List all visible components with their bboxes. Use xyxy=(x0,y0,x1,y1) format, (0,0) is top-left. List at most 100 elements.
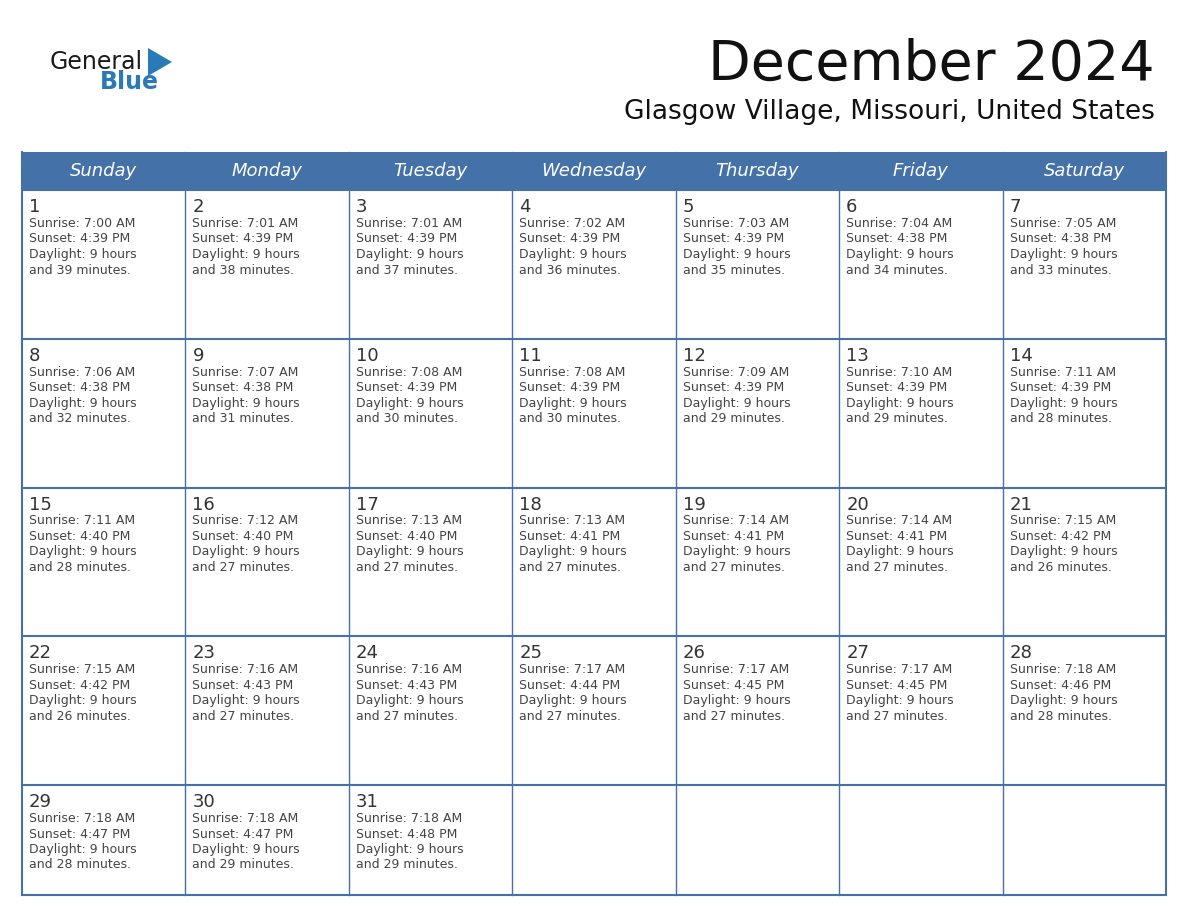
Bar xyxy=(839,636,1003,785)
Bar xyxy=(839,487,1003,636)
Bar xyxy=(839,339,1003,487)
Text: Sunset: 4:39 PM: Sunset: 4:39 PM xyxy=(683,232,784,245)
Text: Sunset: 4:39 PM: Sunset: 4:39 PM xyxy=(192,232,293,245)
Bar xyxy=(349,339,512,487)
Text: Daylight: 9 hours: Daylight: 9 hours xyxy=(519,248,627,261)
Text: 10: 10 xyxy=(356,347,379,364)
Text: Sunrise: 7:14 AM: Sunrise: 7:14 AM xyxy=(846,514,953,528)
Bar xyxy=(676,487,839,636)
Text: Sunset: 4:39 PM: Sunset: 4:39 PM xyxy=(683,381,784,394)
Bar xyxy=(185,190,349,339)
Text: and 28 minutes.: and 28 minutes. xyxy=(29,858,131,871)
Text: Thursday: Thursday xyxy=(715,162,800,180)
Text: Sunset: 4:41 PM: Sunset: 4:41 PM xyxy=(683,530,784,543)
Text: and 30 minutes.: and 30 minutes. xyxy=(519,412,621,425)
Text: Daylight: 9 hours: Daylight: 9 hours xyxy=(29,843,137,856)
Text: Sunrise: 7:18 AM: Sunrise: 7:18 AM xyxy=(356,812,462,825)
Text: and 30 minutes.: and 30 minutes. xyxy=(356,412,457,425)
Text: Sunrise: 7:11 AM: Sunrise: 7:11 AM xyxy=(29,514,135,528)
Text: Sunrise: 7:09 AM: Sunrise: 7:09 AM xyxy=(683,365,789,379)
Text: Wednesday: Wednesday xyxy=(542,162,646,180)
Text: Sunrise: 7:01 AM: Sunrise: 7:01 AM xyxy=(192,217,298,230)
Text: Sunrise: 7:14 AM: Sunrise: 7:14 AM xyxy=(683,514,789,528)
Text: and 28 minutes.: and 28 minutes. xyxy=(29,561,131,574)
Text: Daylight: 9 hours: Daylight: 9 hours xyxy=(29,397,137,409)
Text: Sunset: 4:39 PM: Sunset: 4:39 PM xyxy=(1010,381,1111,394)
Text: 12: 12 xyxy=(683,347,706,364)
Text: 2: 2 xyxy=(192,198,204,216)
Text: and 37 minutes.: and 37 minutes. xyxy=(356,263,457,276)
Text: and 27 minutes.: and 27 minutes. xyxy=(356,561,457,574)
Text: Daylight: 9 hours: Daylight: 9 hours xyxy=(192,248,301,261)
Text: Daylight: 9 hours: Daylight: 9 hours xyxy=(1010,545,1117,558)
Bar xyxy=(349,785,512,895)
Text: Daylight: 9 hours: Daylight: 9 hours xyxy=(846,397,954,409)
Text: Sunrise: 7:15 AM: Sunrise: 7:15 AM xyxy=(1010,514,1116,528)
Text: Sunrise: 7:13 AM: Sunrise: 7:13 AM xyxy=(519,514,625,528)
Text: Sunset: 4:39 PM: Sunset: 4:39 PM xyxy=(519,381,620,394)
Bar xyxy=(185,487,349,636)
Text: General: General xyxy=(50,50,143,74)
Text: Daylight: 9 hours: Daylight: 9 hours xyxy=(519,545,627,558)
Text: Sunset: 4:40 PM: Sunset: 4:40 PM xyxy=(29,530,131,543)
Text: and 27 minutes.: and 27 minutes. xyxy=(683,710,785,722)
Text: 22: 22 xyxy=(29,644,52,662)
Text: Daylight: 9 hours: Daylight: 9 hours xyxy=(846,248,954,261)
Text: Sunset: 4:48 PM: Sunset: 4:48 PM xyxy=(356,827,457,841)
Bar xyxy=(1003,190,1165,339)
Text: Sunset: 4:38 PM: Sunset: 4:38 PM xyxy=(29,381,131,394)
Text: and 39 minutes.: and 39 minutes. xyxy=(29,263,131,276)
Bar xyxy=(349,487,512,636)
Text: and 29 minutes.: and 29 minutes. xyxy=(683,412,784,425)
Bar xyxy=(676,339,839,487)
Text: Sunset: 4:39 PM: Sunset: 4:39 PM xyxy=(846,381,947,394)
Text: Sunset: 4:46 PM: Sunset: 4:46 PM xyxy=(1010,678,1111,692)
Text: Daylight: 9 hours: Daylight: 9 hours xyxy=(683,248,790,261)
Text: Daylight: 9 hours: Daylight: 9 hours xyxy=(192,545,301,558)
Text: Daylight: 9 hours: Daylight: 9 hours xyxy=(29,694,137,707)
Text: 7: 7 xyxy=(1010,198,1020,216)
Text: Sunrise: 7:10 AM: Sunrise: 7:10 AM xyxy=(846,365,953,379)
Text: Daylight: 9 hours: Daylight: 9 hours xyxy=(356,545,463,558)
Text: 26: 26 xyxy=(683,644,706,662)
Text: Sunrise: 7:07 AM: Sunrise: 7:07 AM xyxy=(192,365,299,379)
Text: Daylight: 9 hours: Daylight: 9 hours xyxy=(683,397,790,409)
Text: 3: 3 xyxy=(356,198,367,216)
Text: 31: 31 xyxy=(356,793,379,811)
Text: Sunrise: 7:11 AM: Sunrise: 7:11 AM xyxy=(1010,365,1116,379)
Text: 21: 21 xyxy=(1010,496,1032,513)
Text: December 2024: December 2024 xyxy=(708,38,1155,92)
Text: Sunrise: 7:08 AM: Sunrise: 7:08 AM xyxy=(519,365,626,379)
Bar xyxy=(839,190,1003,339)
Text: 24: 24 xyxy=(356,644,379,662)
Bar xyxy=(839,785,1003,895)
Text: 28: 28 xyxy=(1010,644,1032,662)
Text: and 27 minutes.: and 27 minutes. xyxy=(192,710,295,722)
Text: 14: 14 xyxy=(1010,347,1032,364)
Text: Sunrise: 7:06 AM: Sunrise: 7:06 AM xyxy=(29,365,135,379)
Text: Sunset: 4:39 PM: Sunset: 4:39 PM xyxy=(356,381,457,394)
Text: Sunrise: 7:05 AM: Sunrise: 7:05 AM xyxy=(1010,217,1116,230)
Text: and 26 minutes.: and 26 minutes. xyxy=(29,710,131,722)
Text: and 29 minutes.: and 29 minutes. xyxy=(192,858,295,871)
Text: and 28 minutes.: and 28 minutes. xyxy=(1010,412,1112,425)
Bar xyxy=(1003,785,1165,895)
Text: Daylight: 9 hours: Daylight: 9 hours xyxy=(192,694,301,707)
Text: Sunset: 4:38 PM: Sunset: 4:38 PM xyxy=(1010,232,1111,245)
Text: and 35 minutes.: and 35 minutes. xyxy=(683,263,785,276)
Text: Sunrise: 7:08 AM: Sunrise: 7:08 AM xyxy=(356,365,462,379)
Text: and 31 minutes.: and 31 minutes. xyxy=(192,412,295,425)
Text: 17: 17 xyxy=(356,496,379,513)
Text: and 28 minutes.: and 28 minutes. xyxy=(1010,710,1112,722)
Text: Sunset: 4:40 PM: Sunset: 4:40 PM xyxy=(192,530,293,543)
Bar xyxy=(1003,487,1165,636)
Text: Sunset: 4:42 PM: Sunset: 4:42 PM xyxy=(29,678,131,692)
Text: Sunset: 4:40 PM: Sunset: 4:40 PM xyxy=(356,530,457,543)
Text: Sunrise: 7:18 AM: Sunrise: 7:18 AM xyxy=(1010,663,1116,677)
Text: 18: 18 xyxy=(519,496,542,513)
Text: Sunset: 4:39 PM: Sunset: 4:39 PM xyxy=(29,232,131,245)
Polygon shape xyxy=(148,48,172,76)
Text: Daylight: 9 hours: Daylight: 9 hours xyxy=(1010,694,1117,707)
Text: Daylight: 9 hours: Daylight: 9 hours xyxy=(356,843,463,856)
Text: Sunset: 4:43 PM: Sunset: 4:43 PM xyxy=(192,678,293,692)
